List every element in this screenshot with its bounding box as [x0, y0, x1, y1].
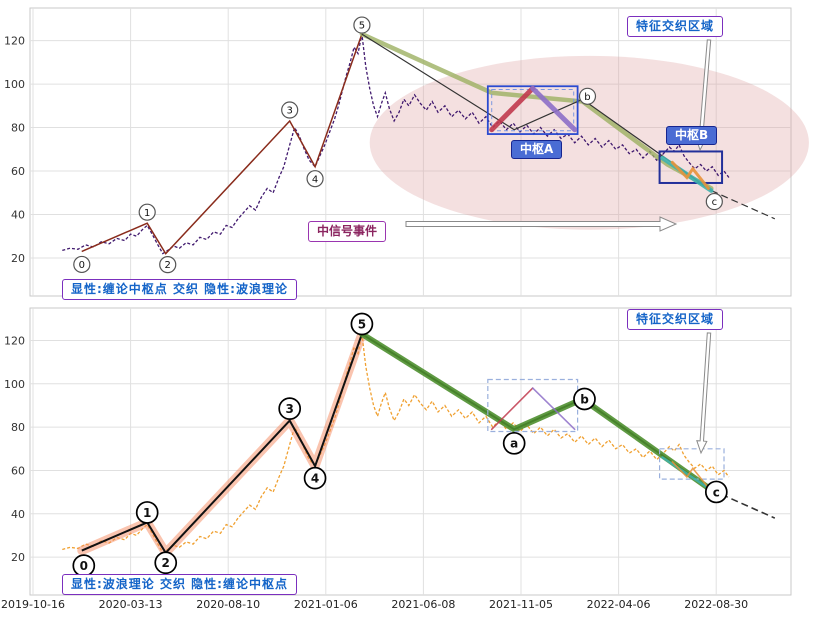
wave-marker-text: 4 [311, 471, 319, 485]
wave-marker-text: 5 [358, 317, 366, 331]
wave-marker-text: 3 [287, 106, 293, 117]
panel-bottom: 20 40 60 80 100 120 0 1 2 3 4 5 a b c [4, 307, 792, 596]
chan-segment-pivot-a-down [531, 387, 576, 431]
wave-marker-4 [303, 466, 327, 490]
plot-area [29, 307, 792, 596]
wave-marker-text: 1 [144, 208, 150, 219]
elliott-fall-line [361, 33, 712, 192]
wave-marker-0 [73, 255, 91, 274]
wave-marker-4 [306, 170, 324, 188]
highlight-ellipse [369, 55, 809, 230]
pivot-b-label: 中枢B [666, 126, 718, 145]
chan-segment-pivot-b-zig [671, 460, 710, 489]
signal-arrow [405, 216, 678, 232]
y-tick-label: 40 [11, 208, 25, 221]
feature-zone-arrow [696, 332, 712, 455]
wave-marker-text: b [584, 92, 590, 103]
chan-segment-pivot-a-down [530, 85, 578, 133]
wave-marker-3 [281, 101, 299, 119]
legend-bottom: 显性:波浪理论 交织 隐性:缠论中枢点 [62, 574, 297, 595]
chan-segment-pivot-b-down [660, 155, 714, 193]
wave-marker-text: c [712, 197, 718, 208]
wave-marker-1 [135, 501, 159, 524]
wave-marker-text: c [713, 485, 720, 499]
price-line [62, 33, 730, 255]
overlap-c-box [658, 448, 725, 480]
chan-segment-pivot-b-zig [670, 160, 710, 190]
wave-marker-b [573, 387, 596, 411]
price-line [62, 333, 730, 554]
pivot-a-inner-box [491, 89, 575, 132]
x-tick-label: 2022-08-30 [684, 598, 748, 611]
y-tick-label: 80 [11, 122, 25, 135]
x-tick-label: 2022-04-06 [587, 598, 651, 611]
y-tick-label: 20 [11, 252, 25, 265]
y-tick-label: 80 [11, 421, 25, 434]
x-tick-label: 2020-03-13 [99, 598, 163, 611]
pivot-b-box [658, 150, 724, 184]
wave-marker-text: b [580, 392, 589, 406]
x-tick-label: 2021-06-08 [391, 598, 455, 611]
wave-marker-2 [159, 256, 177, 274]
y-tick-label: 40 [11, 508, 25, 521]
wave-marker-text: 2 [162, 556, 170, 570]
wave-marker-b [578, 87, 597, 105]
wave-marker-text: 4 [312, 174, 318, 185]
wave-marker-c [705, 192, 723, 211]
legend-top: 显性:缠论中枢点 交织 隐性:波浪理论 [62, 279, 297, 300]
chan-segment-pivot-a-up [490, 387, 534, 431]
y-tick-label: 20 [11, 551, 25, 564]
y-tick-label: 120 [4, 334, 25, 347]
pivot-a-label: 中枢A [511, 140, 563, 159]
x-tick-label: 2021-11-05 [489, 598, 553, 611]
x-tick-label: 2021-01-06 [294, 598, 358, 611]
chan-segment-pivot-a-up [489, 85, 536, 133]
y-tick-label: 100 [4, 378, 25, 391]
wave-marker-text: a [510, 437, 518, 451]
wave-marker-3 [278, 397, 302, 420]
feature-zone-label-bottom: 特征交织区域 [627, 309, 724, 330]
wave-marker-text: 0 [80, 559, 88, 573]
y-tick-label: 60 [11, 464, 25, 477]
signal-event-label: 中信号事件 [308, 221, 387, 242]
x-tick-label: 2019-10-16 [1, 598, 65, 611]
y-tick-label: 100 [4, 78, 25, 91]
wave-marker-5 [350, 312, 374, 336]
wave-marker-c [704, 480, 728, 504]
y-tick-label: 120 [4, 35, 25, 48]
elliott-rise-line [81, 33, 363, 255]
wave-marker-text: 1 [143, 506, 151, 520]
wave-marker-a [502, 431, 526, 455]
wave-marker-text: 2 [165, 260, 171, 271]
wave-marker-text: 5 [359, 21, 365, 32]
projection-line [711, 190, 776, 220]
chan-trend-line [358, 331, 715, 493]
chan-segment-pivot-b-down [661, 456, 713, 492]
y-tick-label: 60 [11, 165, 25, 178]
wave-marker-text: 3 [286, 402, 294, 416]
feature-zone-label-top: 特征交织区域 [627, 16, 724, 37]
x-tick-label: 2020-08-10 [196, 598, 260, 611]
panel-top: 20 40 60 80 100 120 0 1 2 3 4 5 b c [4, 7, 809, 297]
wave-marker-2 [154, 551, 178, 575]
wave-marker-text: 0 [79, 260, 85, 271]
wave-marker-5 [353, 16, 371, 34]
wave-marker-1 [138, 203, 156, 221]
